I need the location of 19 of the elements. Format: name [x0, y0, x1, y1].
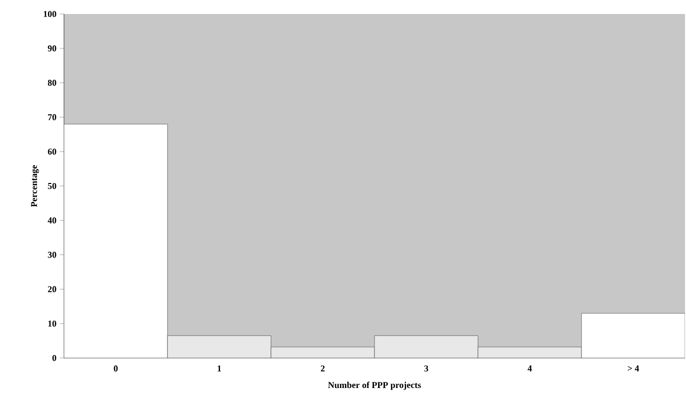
y-tick-label: 40 [48, 217, 56, 224]
y-tick-label: 70 [48, 114, 56, 120]
x-tick-label: > 4 [628, 365, 639, 372]
y-axis-title: Percentage [31, 165, 39, 207]
y-tick-label: 60 [48, 148, 56, 155]
x-tick-label: 2 [320, 365, 325, 372]
y-tick-label: 80 [48, 80, 56, 86]
x-axis-title: Number of PPP projects [328, 382, 421, 390]
x-tick-label: 1 [218, 365, 222, 372]
y-tick-label: 20 [48, 286, 56, 292]
y-tick-label: 0 [52, 354, 56, 362]
y-tick-label: 30 [48, 252, 56, 258]
x-tick-label: 4 [528, 365, 532, 372]
x-tick-label: 0 [114, 365, 118, 372]
y-tick-label: 50 [48, 182, 56, 190]
x-tick-label: 3 [424, 365, 428, 372]
y-tick-label: 10 [48, 320, 56, 327]
y-tick-label: 100 [44, 10, 56, 18]
y-tick-label: 90 [48, 45, 56, 52]
